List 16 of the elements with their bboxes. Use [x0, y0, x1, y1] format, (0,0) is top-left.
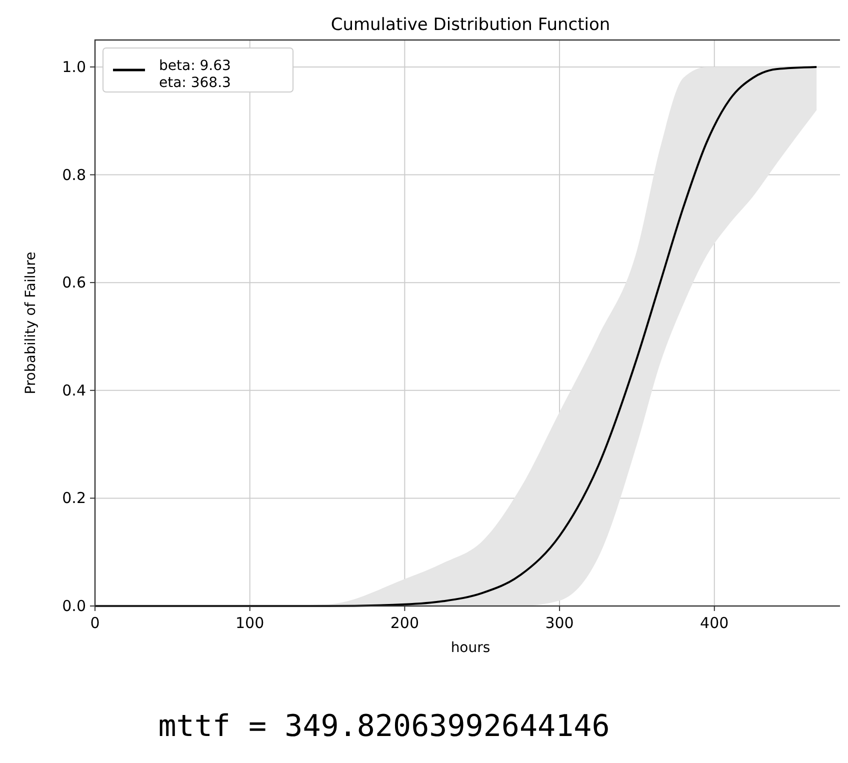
y-axis-title: Probability of Failure: [23, 252, 39, 394]
y-tick-label: 0.8: [62, 166, 86, 184]
x-tick-label: 400: [700, 614, 729, 632]
x-tick-label: 100: [236, 614, 264, 632]
text: mttf = 349.82063992644146: [158, 709, 610, 744]
x-tick-label: 0: [90, 614, 100, 632]
y-tick-label: 0.2: [62, 489, 86, 508]
y-tick-label: 0.6: [62, 274, 86, 292]
legend-label: beta: 9.63 eta: 368.3: [159, 58, 231, 91]
chart-title: Cumulative Distribution Function: [330, 15, 610, 35]
y-tick-label: 0.4: [62, 381, 86, 400]
y-tick-label: 0.0: [62, 597, 86, 615]
y-tick-label: 1.0: [62, 58, 86, 76]
x-axis-title: hours: [450, 640, 490, 656]
x-tick-label: 200: [390, 614, 420, 632]
x-tick-label: 300: [545, 614, 574, 632]
